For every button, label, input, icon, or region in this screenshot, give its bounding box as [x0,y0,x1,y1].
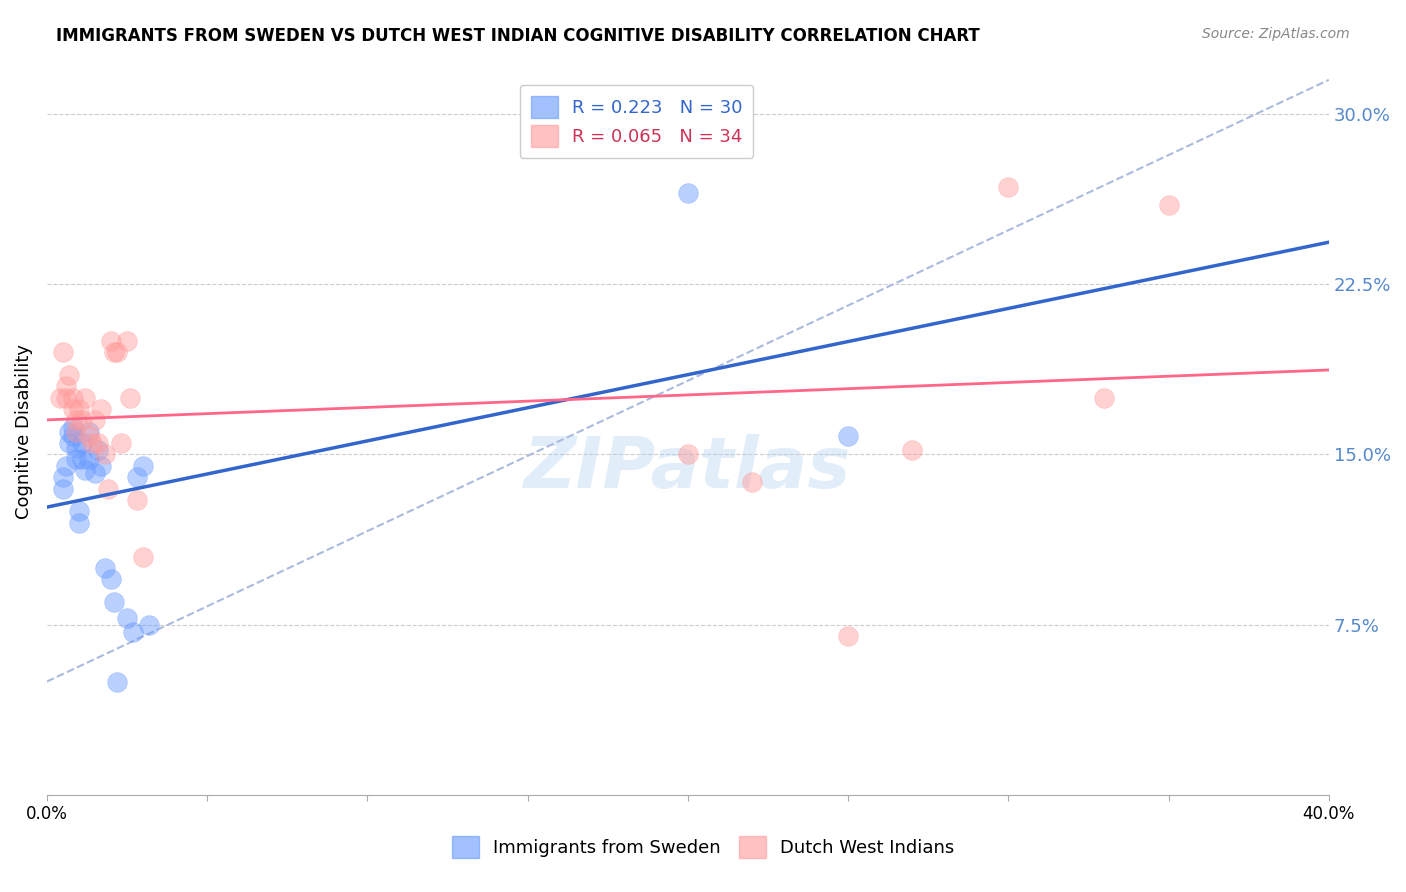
Point [122,624,145,639]
Point [997,179,1019,194]
Point [75,391,97,405]
Point [62,429,84,443]
Point [97,482,120,496]
Point [62,402,84,417]
Point [901,442,924,457]
Point [70,413,93,427]
Point [77,452,100,467]
Point [62,420,84,434]
Point [103,595,125,609]
Point [837,629,859,643]
Point [67,504,90,518]
Point [125,492,148,507]
Point [67,516,90,530]
Point [110,436,132,450]
Point [90,402,112,417]
Point [65,441,87,455]
Point [75,463,97,477]
Point [58,436,80,450]
Point [87,442,110,457]
Point [55,379,77,393]
Point [67,402,90,417]
Point [105,674,128,689]
Point [741,475,763,489]
Point [52,482,75,496]
Legend: R = 0.223   N = 30, R = 0.065   N = 34: R = 0.223 N = 30, R = 0.065 N = 34 [520,85,754,158]
Point [80,436,103,450]
Point [77,425,100,439]
Point [87,436,110,450]
Point [65,452,87,467]
Text: ZIPatlas: ZIPatlas [524,434,852,502]
Point [93,448,115,462]
Point [70,452,93,467]
Point [1094,391,1116,405]
Point [58,368,80,382]
Point [103,345,125,359]
Text: Source: ZipAtlas.com: Source: ZipAtlas.com [1202,27,1350,41]
Point [93,561,115,575]
Point [52,470,75,484]
Legend: Immigrants from Sweden, Dutch West Indians: Immigrants from Sweden, Dutch West India… [444,829,962,865]
Point [676,186,699,201]
Point [115,334,138,348]
Text: IMMIGRANTS FROM SWEDEN VS DUTCH WEST INDIAN COGNITIVE DISABILITY CORRELATION CHA: IMMIGRANTS FROM SWEDEN VS DUTCH WEST IND… [56,27,980,45]
Point [105,345,128,359]
Point [55,391,77,405]
Point [837,429,859,443]
Point [84,413,107,427]
Point [125,470,148,484]
Point [65,425,87,439]
Point [676,448,699,462]
Point [65,413,87,427]
Point [100,334,122,348]
Point [1157,198,1180,212]
Point [132,458,155,473]
Point [100,573,122,587]
Point [132,549,155,564]
Point [90,458,112,473]
Point [138,617,160,632]
Point [55,458,77,473]
Point [120,391,142,405]
Point [77,429,100,443]
Point [115,611,138,625]
Point [84,466,107,480]
Point [62,391,84,405]
Point [70,436,93,450]
Y-axis label: Cognitive Disability: Cognitive Disability [15,344,32,519]
Point [52,345,75,359]
Point [58,425,80,439]
Point [48,391,70,405]
